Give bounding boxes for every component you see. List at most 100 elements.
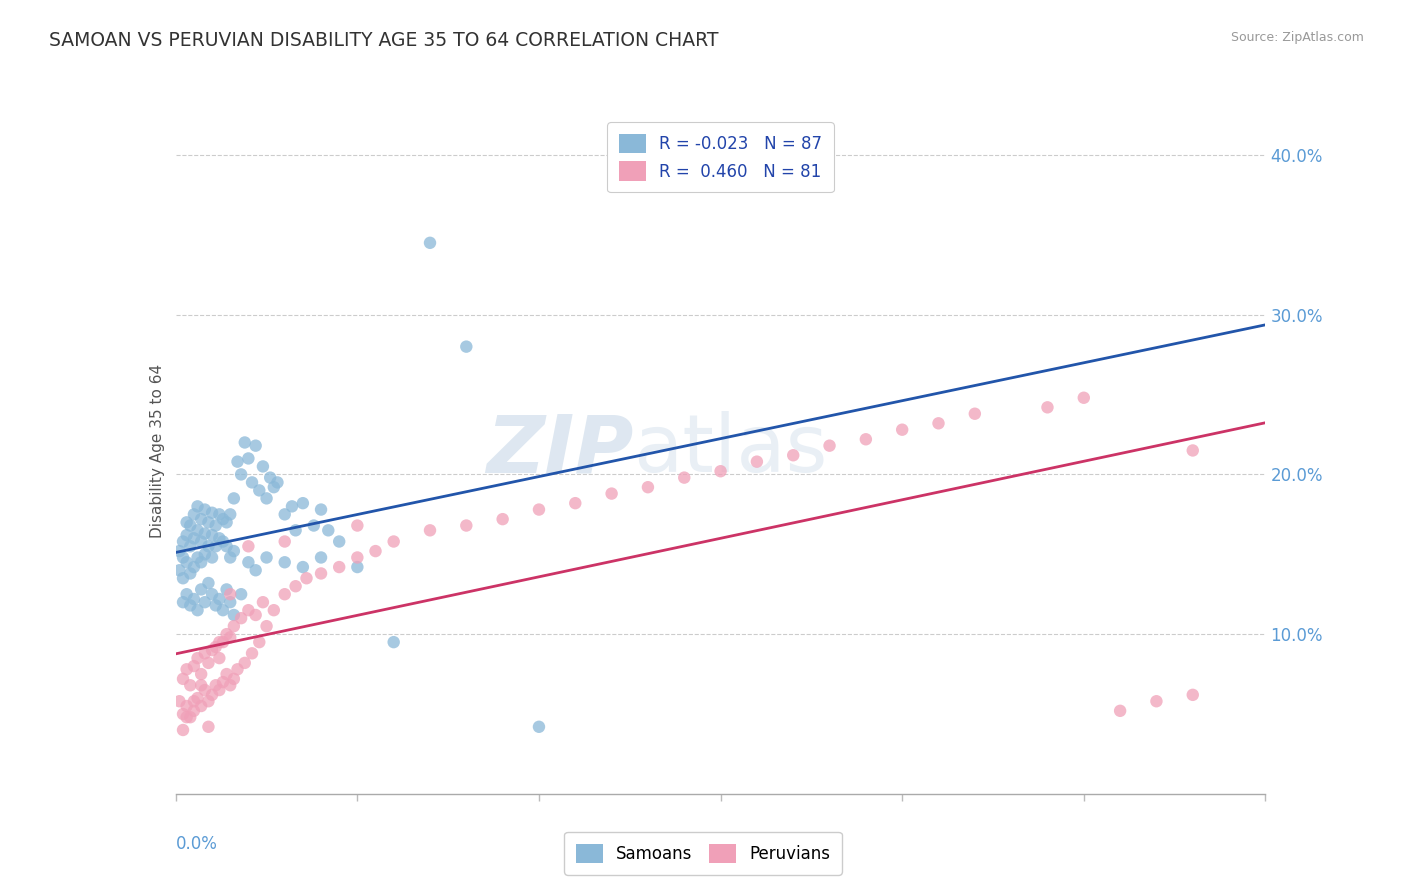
Text: 0.0%: 0.0% bbox=[176, 835, 218, 853]
Point bbox=[169, 563, 191, 577]
Point bbox=[190, 555, 212, 569]
Point bbox=[212, 512, 235, 526]
Point bbox=[382, 635, 405, 649]
Point bbox=[179, 710, 201, 724]
Point bbox=[176, 528, 198, 542]
Point bbox=[208, 635, 231, 649]
Point bbox=[1109, 704, 1132, 718]
Point bbox=[172, 571, 194, 585]
Point bbox=[247, 635, 270, 649]
Point bbox=[891, 423, 914, 437]
Point bbox=[259, 470, 281, 484]
Point bbox=[194, 502, 217, 516]
Point bbox=[928, 417, 950, 431]
Point bbox=[419, 524, 441, 538]
Point bbox=[176, 662, 198, 676]
Text: SAMOAN VS PERUVIAN DISABILITY AGE 35 TO 64 CORRELATION CHART: SAMOAN VS PERUVIAN DISABILITY AGE 35 TO … bbox=[49, 31, 718, 50]
Point bbox=[172, 595, 194, 609]
Point bbox=[274, 534, 297, 549]
Point bbox=[190, 667, 212, 681]
Point bbox=[219, 595, 242, 609]
Point bbox=[219, 550, 242, 565]
Point bbox=[382, 534, 405, 549]
Point bbox=[245, 563, 267, 577]
Point bbox=[172, 534, 194, 549]
Point bbox=[204, 539, 226, 553]
Point bbox=[179, 566, 201, 581]
Point bbox=[419, 235, 441, 250]
Point bbox=[204, 640, 226, 654]
Point bbox=[274, 508, 297, 522]
Point bbox=[186, 603, 209, 617]
Point bbox=[183, 508, 205, 522]
Point bbox=[197, 656, 219, 670]
Point bbox=[219, 508, 242, 522]
Point bbox=[256, 550, 278, 565]
Point bbox=[252, 595, 274, 609]
Point bbox=[176, 555, 198, 569]
Point bbox=[201, 643, 224, 657]
Legend: Samoans, Peruvians: Samoans, Peruvians bbox=[564, 832, 842, 875]
Point bbox=[1036, 401, 1059, 415]
Point bbox=[197, 720, 219, 734]
Point bbox=[245, 607, 267, 622]
Point bbox=[215, 627, 238, 641]
Point bbox=[263, 603, 285, 617]
Point bbox=[231, 611, 253, 625]
Point bbox=[238, 451, 260, 466]
Point bbox=[222, 619, 245, 633]
Point bbox=[256, 619, 278, 633]
Point bbox=[527, 502, 550, 516]
Point bbox=[364, 544, 387, 558]
Point bbox=[183, 694, 205, 708]
Point bbox=[208, 592, 231, 607]
Point bbox=[201, 550, 224, 565]
Point bbox=[291, 496, 314, 510]
Point bbox=[208, 651, 231, 665]
Point bbox=[176, 710, 198, 724]
Point bbox=[564, 496, 586, 510]
Point bbox=[238, 603, 260, 617]
Point bbox=[186, 500, 209, 514]
Point bbox=[1146, 694, 1168, 708]
Point bbox=[190, 582, 212, 597]
Point bbox=[222, 491, 245, 506]
Point bbox=[222, 544, 245, 558]
Text: ZIP: ZIP bbox=[486, 411, 633, 490]
Point bbox=[302, 518, 325, 533]
Point bbox=[492, 512, 515, 526]
Point bbox=[222, 607, 245, 622]
Point bbox=[212, 635, 235, 649]
Point bbox=[204, 518, 226, 533]
Point bbox=[183, 659, 205, 673]
Point bbox=[233, 656, 256, 670]
Point bbox=[231, 467, 253, 482]
Point bbox=[194, 526, 217, 541]
Point bbox=[963, 407, 986, 421]
Point bbox=[274, 587, 297, 601]
Point bbox=[169, 544, 191, 558]
Point bbox=[600, 486, 623, 500]
Point bbox=[179, 518, 201, 533]
Point bbox=[346, 550, 368, 565]
Point bbox=[240, 646, 263, 660]
Point bbox=[855, 432, 877, 446]
Point bbox=[194, 683, 217, 698]
Point bbox=[212, 675, 235, 690]
Point bbox=[204, 599, 226, 613]
Point bbox=[291, 560, 314, 574]
Point bbox=[782, 448, 804, 462]
Point bbox=[222, 672, 245, 686]
Point bbox=[190, 512, 212, 526]
Point bbox=[183, 592, 205, 607]
Point bbox=[245, 439, 267, 453]
Point bbox=[247, 483, 270, 498]
Point bbox=[176, 587, 198, 601]
Point bbox=[818, 439, 841, 453]
Point bbox=[1073, 391, 1095, 405]
Point bbox=[346, 560, 368, 574]
Point bbox=[183, 560, 205, 574]
Point bbox=[284, 524, 307, 538]
Point bbox=[263, 480, 285, 494]
Point bbox=[456, 518, 478, 533]
